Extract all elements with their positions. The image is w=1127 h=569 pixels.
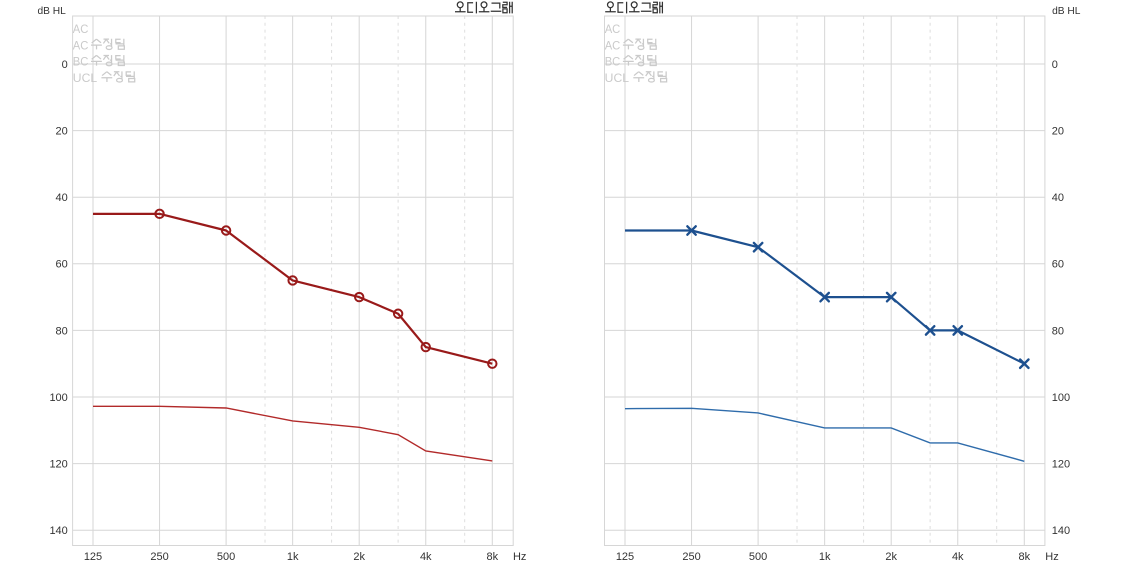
svg-text:100: 100 [49,392,67,404]
svg-text:BC: BC [73,55,89,69]
svg-text:80: 80 [56,325,68,337]
svg-text:1k: 1k [819,551,831,563]
svg-text:120: 120 [49,459,67,471]
svg-text:20: 20 [1052,126,1064,138]
svg-text:Hz: Hz [1045,551,1058,563]
svg-text:AC: AC [73,38,89,52]
svg-text:UCL: UCL [73,71,98,85]
svg-text:40: 40 [1052,192,1064,204]
svg-text:125: 125 [84,551,102,563]
svg-text:4k: 4k [952,551,964,563]
svg-text:4k: 4k [420,551,432,563]
svg-text:AC: AC [605,22,621,36]
svg-text:dB HL: dB HL [38,6,67,17]
svg-text:140: 140 [1052,525,1070,537]
svg-text:250: 250 [150,551,168,563]
svg-text:2k: 2k [353,551,365,563]
svg-text:125: 125 [616,551,634,563]
svg-text:140: 140 [49,525,67,537]
svg-text:8k: 8k [486,551,498,563]
svg-text:8k: 8k [1018,551,1030,563]
svg-text:20: 20 [56,126,68,138]
svg-text:BC: BC [605,55,621,69]
svg-text:UCL: UCL [605,71,630,85]
svg-text:500: 500 [217,551,235,563]
svg-text:AC: AC [73,22,89,36]
svg-text:Hz: Hz [513,551,526,563]
svg-text:40: 40 [56,192,68,204]
svg-text:0: 0 [1052,59,1058,71]
svg-text:AC: AC [605,38,621,52]
svg-text:2k: 2k [885,551,897,563]
svg-text:0: 0 [62,59,68,71]
svg-text:100: 100 [1052,392,1070,404]
svg-text:80: 80 [1052,325,1064,337]
svg-text:250: 250 [682,551,700,563]
svg-text:60: 60 [1052,259,1064,271]
svg-text:dB HL: dB HL [1052,6,1081,17]
svg-text:500: 500 [749,551,767,563]
svg-text:60: 60 [56,259,68,271]
svg-text:120: 120 [1052,459,1070,471]
svg-text:1k: 1k [287,551,299,563]
